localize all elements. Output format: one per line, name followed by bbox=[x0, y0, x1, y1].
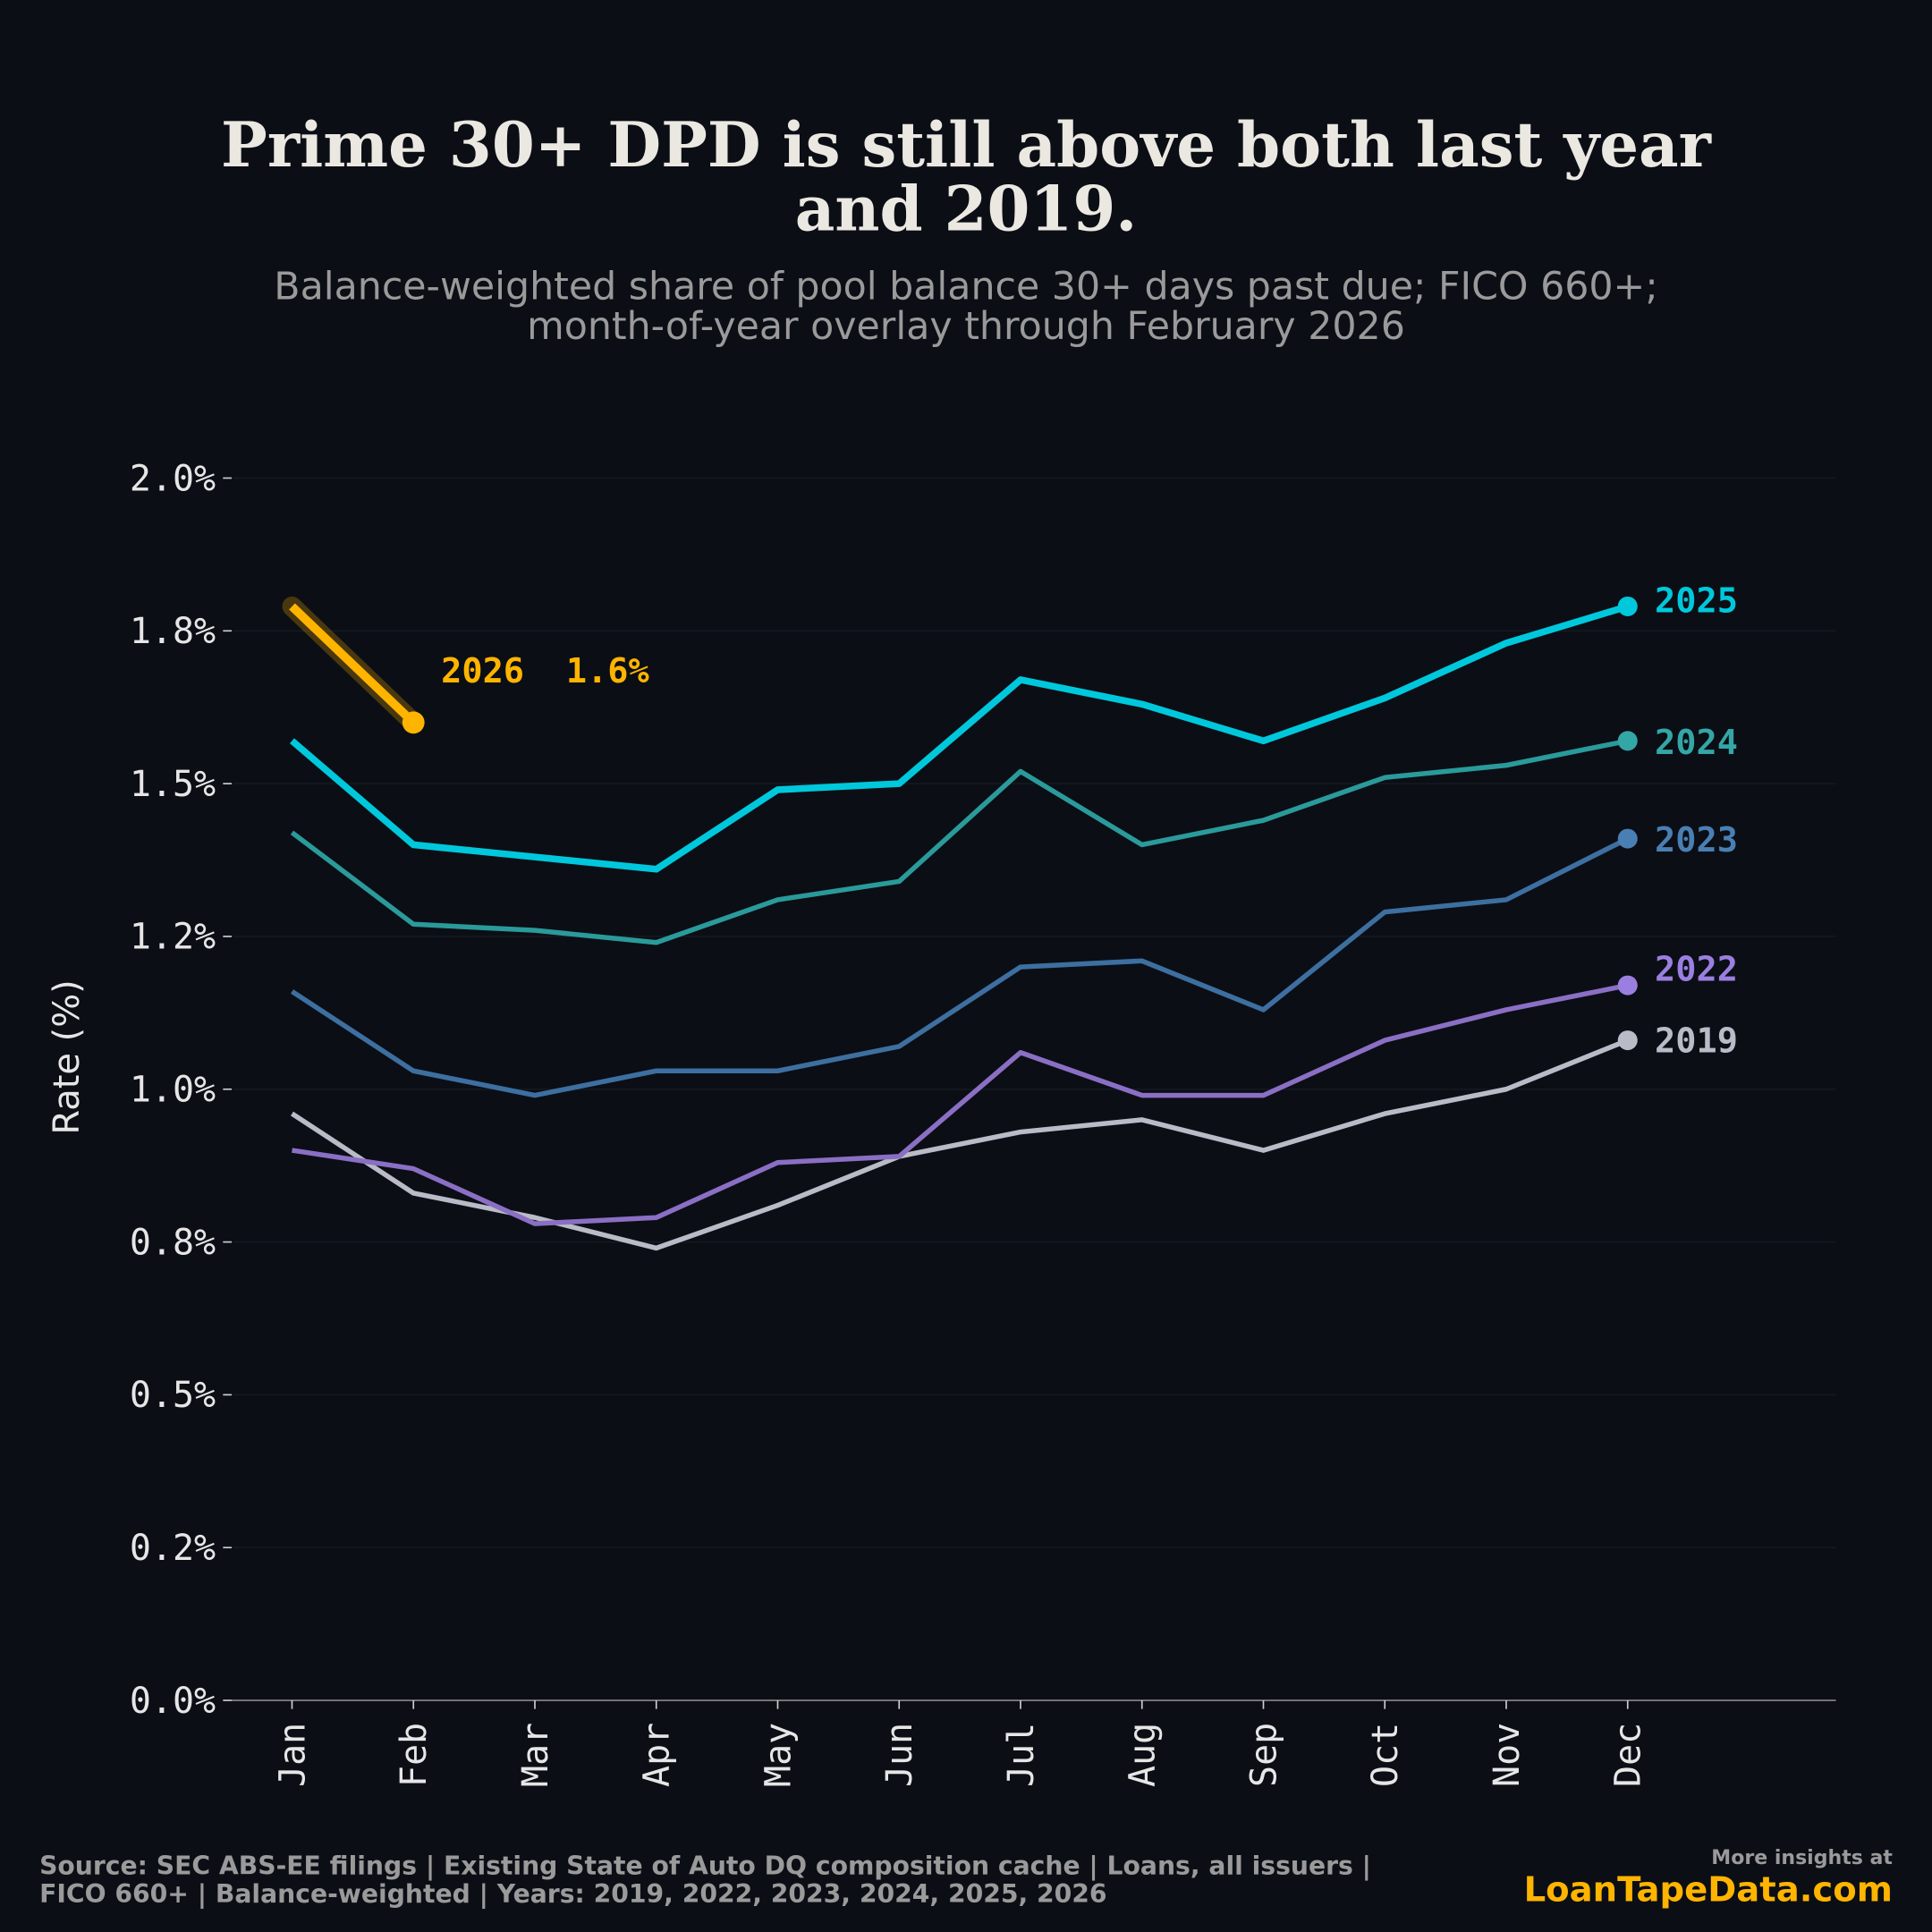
source-line-1: Source: SEC ABS-EE filings | Existing St… bbox=[39, 1851, 1371, 1880]
series-end-marker-2022 bbox=[1617, 975, 1638, 996]
y-tick-label: 1.0% bbox=[130, 1070, 216, 1111]
x-tick-label: May bbox=[758, 1723, 799, 1787]
x-tick-label: Jul bbox=[1001, 1723, 1042, 1787]
annotation-2026: 2026 1.6% bbox=[441, 651, 649, 691]
chart-title-line-2: and 2019. bbox=[795, 174, 1137, 246]
y-tick-label: 0.8% bbox=[130, 1222, 216, 1263]
x-tick-label: Jan bbox=[272, 1723, 313, 1787]
series-end-marker-2024 bbox=[1617, 731, 1638, 751]
series-label-2025: 2025 bbox=[1655, 581, 1738, 622]
annotation-year: 2026 bbox=[441, 651, 524, 691]
series-end-marker-2025 bbox=[1617, 596, 1638, 616]
series-line-2019 bbox=[290, 1038, 1629, 1251]
y-tick-label: 1.8% bbox=[130, 611, 216, 652]
source-line-2: FICO 660+ | Balance-weighted | Years: 20… bbox=[39, 1879, 1106, 1909]
x-tick-label: Feb bbox=[394, 1723, 435, 1787]
series-label-2019: 2019 bbox=[1655, 1021, 1738, 1061]
y-tick-label: 1.2% bbox=[130, 917, 216, 958]
gridlines bbox=[231, 477, 1836, 1548]
chart-title-line-1: Prime 30+ DPD is still above both last y… bbox=[221, 109, 1712, 182]
x-tick-label: Sep bbox=[1243, 1723, 1284, 1787]
x-tick-label: Nov bbox=[1487, 1723, 1528, 1787]
series-line-2025 bbox=[290, 603, 1629, 873]
x-tick-label: Apr bbox=[637, 1723, 678, 1787]
x-tick-label: Mar bbox=[515, 1723, 556, 1787]
series-end-marker-2019 bbox=[1617, 1030, 1638, 1051]
annotation-value: 1.6% bbox=[566, 651, 649, 691]
series-label-2024: 2024 bbox=[1655, 723, 1738, 763]
x-tick-label: Dec bbox=[1608, 1723, 1649, 1787]
series-line-2022 bbox=[292, 982, 1629, 1226]
x-tick-label: Oct bbox=[1365, 1723, 1406, 1787]
series-line-2023 bbox=[290, 836, 1629, 1098]
y-axis-label: Rate (%) bbox=[47, 979, 88, 1134]
series-end-marker-2026 bbox=[402, 711, 425, 734]
series-line-2026 bbox=[289, 603, 417, 726]
y-tick-label: 2.0% bbox=[130, 458, 216, 499]
y-tick-label: 0.5% bbox=[130, 1375, 216, 1416]
series-end-marker-2023 bbox=[1617, 828, 1638, 849]
chart-subtitle-line-2: month-of-year overlay through February 2… bbox=[527, 304, 1405, 349]
x-tick-label: Aug bbox=[1123, 1723, 1164, 1787]
series-label-2023: 2023 bbox=[1655, 820, 1738, 860]
series-lines: 2019 2022 2023 2024 2025 bbox=[282, 581, 1738, 1251]
brand-link[interactable]: LoanTapeData.com bbox=[1524, 1870, 1893, 1911]
more-insights-text: More insights at bbox=[1711, 1847, 1893, 1869]
axes: 0.0% 0.2% 0.5% 0.8% 1.0% 1.2% 1.5% 1.8% 2.0% Jan F… bbox=[130, 458, 1836, 1787]
y-tick-label: 0.0% bbox=[130, 1681, 216, 1722]
series-line-2024 bbox=[290, 738, 1629, 945]
chart-subtitle-line-1: Balance-weighted share of pool balance 3… bbox=[274, 265, 1657, 309]
y-tick-label: 1.5% bbox=[130, 764, 216, 805]
y-tick-label: 0.2% bbox=[130, 1528, 216, 1569]
series-label-2022: 2022 bbox=[1655, 950, 1738, 990]
x-tick-label: Jun bbox=[879, 1723, 920, 1787]
